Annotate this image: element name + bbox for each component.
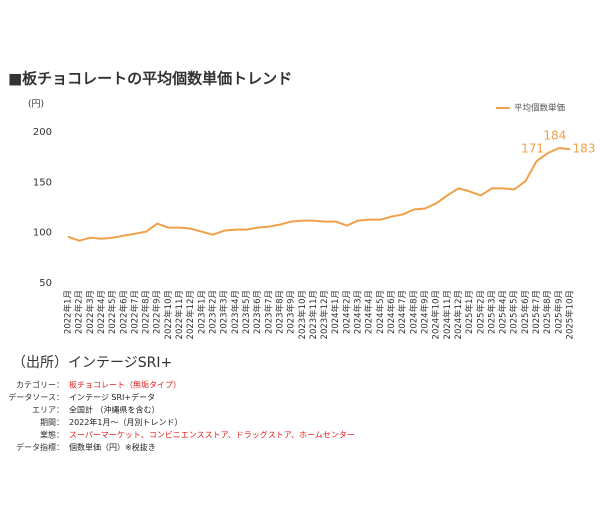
note-label: 期間： <box>40 418 64 427</box>
x-tick-label: 2023年6月 <box>252 290 263 334</box>
x-tick-label: 2024年7月 <box>397 290 408 334</box>
x-tick-label: 2024年10月 <box>431 290 442 339</box>
x-tick-label: 2024年6月 <box>386 290 397 334</box>
x-tick-label: 2022年2月 <box>74 290 85 334</box>
x-tick-label: 2022年7月 <box>129 290 140 334</box>
note-label: カテゴリー： <box>16 380 64 390</box>
x-tick-label: 2025年4月 <box>498 290 509 334</box>
note-label: データ指標： <box>16 442 64 452</box>
note-label: エリア： <box>32 406 64 415</box>
source: （出所）インテージSRI+ <box>12 355 172 371</box>
data-label: 183 <box>573 142 596 156</box>
x-tick-label: 2023年4月 <box>230 290 241 334</box>
x-tick-label: 2025年8月 <box>542 290 553 334</box>
x-tick-label: 2025年3月 <box>486 290 497 334</box>
x-tick-label: 2024年12月 <box>453 290 464 339</box>
x-tick-label: 2022年3月 <box>85 290 96 334</box>
note-value: 板チョコレート（無垢タイプ） <box>69 380 181 390</box>
x-tick-label: 2022年12月 <box>185 290 196 339</box>
x-tick-label: 2023年11月 <box>308 290 319 339</box>
x-tick-label: 2022年5月 <box>107 290 118 334</box>
y-tick-label: 50 <box>39 278 52 289</box>
note-label: データソース： <box>8 392 64 402</box>
x-tick-label: 2023年12月 <box>319 290 330 339</box>
x-tick-label: 2023年2月 <box>208 290 219 334</box>
x-tick-label: 2025年5月 <box>509 290 520 334</box>
x-tick-label: 2023年3月 <box>219 290 230 334</box>
x-tick-label: 2022年11月 <box>174 290 185 339</box>
note-value: スーパーマーケット、コンビニエンスストア、ドラッグストア、ホームセンター <box>69 430 355 440</box>
x-tick-label: 2022年8月 <box>141 290 152 334</box>
x-tick-label: 2024年1月 <box>330 290 341 334</box>
x-tick-label: 2023年9月 <box>286 290 297 334</box>
x-tick-label: 2023年5月 <box>241 290 252 334</box>
note-value: インテージ SRI+データ <box>69 392 155 402</box>
x-tick-label: 2024年8月 <box>408 290 419 334</box>
note-label: 業態： <box>40 430 64 440</box>
x-tick-label: 2023年8月 <box>274 290 285 334</box>
x-tick-label: 2025年10月 <box>565 290 576 339</box>
y-tick-label: 100 <box>33 228 52 239</box>
x-tick-label: 2024年3月 <box>353 290 364 334</box>
x-tick-label: 2025年2月 <box>475 290 486 334</box>
x-tick-label: 2024年9月 <box>419 290 430 334</box>
data-label: 184 <box>543 129 566 143</box>
x-tick-label: 2022年6月 <box>118 290 129 334</box>
x-tick-label: 2025年1月 <box>464 290 475 334</box>
note-value: 個数単価（円）※税抜き <box>69 442 156 452</box>
x-tick-label: 2024年4月 <box>364 290 375 334</box>
x-tick-label: 2024年5月 <box>375 290 386 334</box>
note-value: 全国計 （沖縄県を含む） <box>69 405 160 415</box>
note-value: 2022年1月～（月別トレンド） <box>69 417 182 427</box>
x-tick-label: 2023年7月 <box>263 290 274 334</box>
x-tick-label: 2025年9月 <box>553 290 564 334</box>
x-tick-label: 2022年4月 <box>96 290 107 334</box>
x-tick-label: 2024年2月 <box>341 290 352 334</box>
x-tick-label: 2022年1月 <box>63 290 74 334</box>
y-tick-label: 200 <box>33 127 52 138</box>
legend-label: 平均個数単価 <box>514 103 566 114</box>
x-tick-label: 2022年10月 <box>163 290 174 339</box>
y-tick-label: 150 <box>33 177 52 188</box>
x-tick-label: 2023年10月 <box>297 290 308 339</box>
x-tick-label: 2024年11月 <box>442 290 453 339</box>
chart-title: ■板チョコレートの平均個数単価トレンド <box>8 70 292 88</box>
y-axis-label: (円) <box>28 99 44 110</box>
x-tick-label: 2023年1月 <box>196 290 207 334</box>
data-label: 171 <box>521 142 544 156</box>
x-tick-label: 2022年9月 <box>152 290 163 334</box>
x-tick-label: 2025年6月 <box>520 290 531 334</box>
x-tick-label: 2025年7月 <box>531 290 542 334</box>
line <box>67 147 571 242</box>
